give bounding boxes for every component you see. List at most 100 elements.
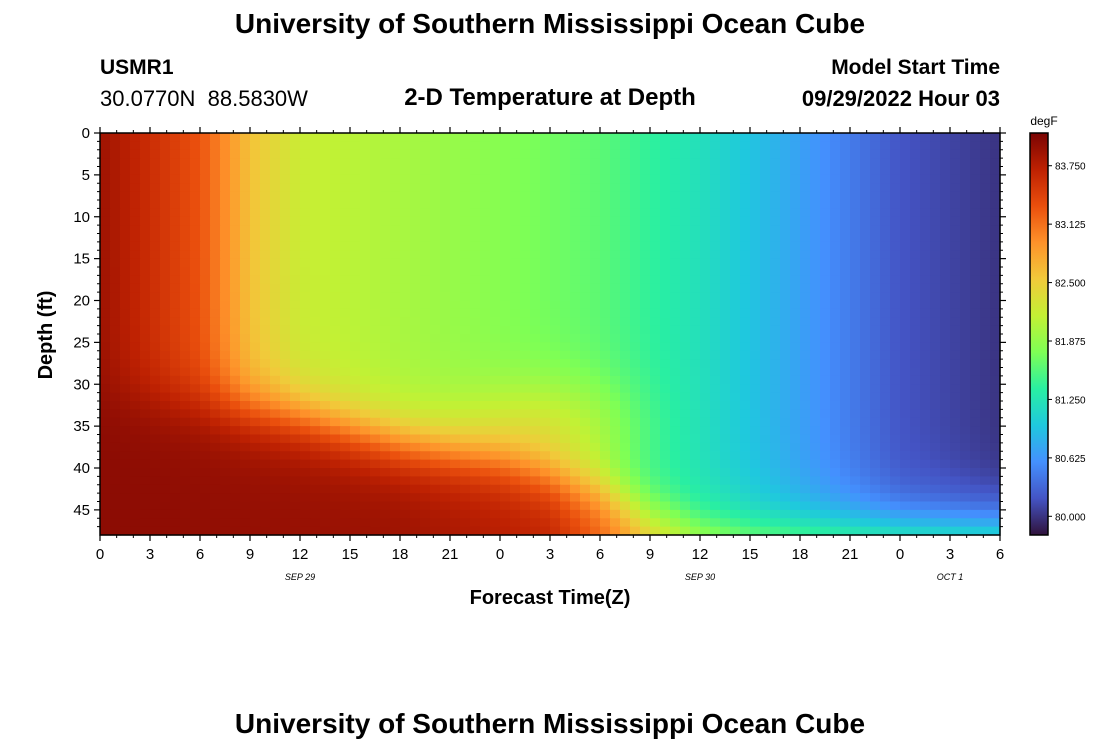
heatmap-cell: [370, 342, 381, 352]
heatmap-cell: [170, 426, 181, 436]
heatmap-cell: [440, 375, 451, 385]
heatmap-cell: [180, 442, 191, 452]
heatmap-cell: [970, 250, 981, 260]
heatmap-cell: [210, 501, 221, 511]
heatmap-cell: [810, 334, 821, 343]
heatmap-cell: [680, 216, 691, 226]
heatmap-cell: [720, 250, 731, 260]
heatmap-cell: [790, 518, 801, 528]
heatmap-cell: [700, 367, 711, 377]
heatmap-cell: [250, 384, 261, 394]
heatmap-cell: [410, 518, 421, 528]
heatmap-cell: [470, 384, 481, 394]
heatmap-cell: [580, 191, 591, 201]
heatmap-cell: [840, 426, 851, 436]
heatmap-cell: [470, 459, 481, 469]
heatmap-cell: [810, 317, 821, 327]
heatmap-cell: [620, 409, 631, 419]
heatmap-cell: [650, 342, 661, 352]
heatmap-cell: [730, 233, 741, 243]
heatmap-cell: [390, 250, 401, 260]
heatmap-cell: [170, 267, 181, 276]
heatmap-cell: [380, 141, 391, 151]
heatmap-cell: [590, 325, 601, 335]
heatmap-cell: [250, 434, 261, 444]
heatmap-cell: [180, 384, 191, 394]
heatmap-cell: [170, 409, 181, 419]
heatmap-cell: [920, 367, 931, 377]
heatmap-cell: [730, 334, 741, 343]
heatmap-cell: [670, 283, 681, 293]
heatmap-cell: [900, 283, 911, 293]
heatmap-cell: [400, 308, 411, 318]
heatmap-cell: [380, 241, 391, 251]
heatmap-cell: [640, 267, 651, 276]
heatmap-cell: [140, 166, 151, 176]
heatmap-cell: [140, 267, 151, 276]
heatmap-cell: [900, 526, 911, 536]
heatmap-cell: [630, 141, 641, 151]
heatmap-cell: [670, 325, 681, 335]
heatmap-cell: [740, 518, 751, 528]
heatmap-cell: [610, 342, 621, 352]
heatmap-cell: [340, 526, 351, 536]
heatmap-cell: [400, 225, 411, 235]
heatmap-cell: [920, 401, 931, 410]
temperature-depth-chart: 0 3 6 9 12 15 18 21 0 3 6 9 12 15 18 21 0 3 6 051015202530…: [35, 114, 1086, 609]
heatmap-cell: [430, 308, 441, 318]
heatmap-cell: [730, 267, 741, 276]
heatmap-cell: [730, 484, 741, 494]
heatmap-cell: [790, 317, 801, 327]
heatmap-cell: [730, 200, 741, 209]
heatmap-cell: [100, 409, 111, 419]
heatmap-cell: [740, 174, 751, 184]
heatmap-cell: [240, 174, 251, 184]
heatmap-cell: [970, 233, 981, 243]
heatmap-cell: [110, 426, 121, 436]
heatmap-cell: [500, 417, 511, 427]
heatmap-cell: [540, 308, 551, 318]
heatmap-cell: [720, 149, 731, 159]
heatmap-cell: [520, 509, 531, 519]
heatmap-cell: [890, 267, 901, 276]
heatmap-cell: [200, 392, 211, 402]
heatmap-cell: [810, 267, 821, 276]
heatmap-cell: [650, 158, 661, 168]
heatmap-cell: [560, 334, 571, 343]
heatmap-cell: [250, 325, 261, 335]
heatmap-cell: [340, 518, 351, 528]
heatmap-cell: [980, 442, 991, 452]
heatmap-cell: [180, 484, 191, 494]
heatmap-cell: [890, 200, 901, 209]
heatmap-cell: [610, 493, 621, 503]
heatmap-cell: [480, 250, 491, 260]
heatmap-cell: [290, 468, 301, 477]
colorbar-gradient: [1029, 132, 1049, 536]
colorbar-tick-label: 80.000: [1055, 512, 1086, 523]
colorbar-unit: degF: [1030, 114, 1057, 128]
heatmap-cell: [420, 250, 431, 260]
heatmap-cell: [320, 275, 331, 285]
heatmap-cell: [340, 384, 351, 394]
heatmap-cell: [920, 509, 931, 519]
heatmap-cell: [820, 442, 831, 452]
heatmap-cell: [380, 451, 391, 461]
heatmap-cell: [720, 300, 731, 310]
heatmap-cell: [300, 174, 311, 184]
heatmap-cell: [560, 225, 571, 235]
heatmap-cell: [900, 183, 911, 193]
heatmap-cell: [950, 476, 961, 486]
heatmap-cell: [640, 241, 651, 251]
heatmap-cell: [210, 191, 221, 201]
heatmap-cell: [550, 451, 561, 461]
heatmap-cell: [840, 484, 851, 494]
heatmap-cell: [640, 183, 651, 193]
heatmap-cell: [750, 200, 761, 209]
heatmap-cell: [280, 359, 291, 369]
heatmap-cell: [970, 484, 981, 494]
heatmap-cell: [340, 300, 351, 310]
heatmap-cell: [930, 174, 941, 184]
heatmap-cell: [400, 476, 411, 486]
heatmap-cell: [550, 401, 561, 410]
heatmap-cell: [290, 208, 301, 218]
